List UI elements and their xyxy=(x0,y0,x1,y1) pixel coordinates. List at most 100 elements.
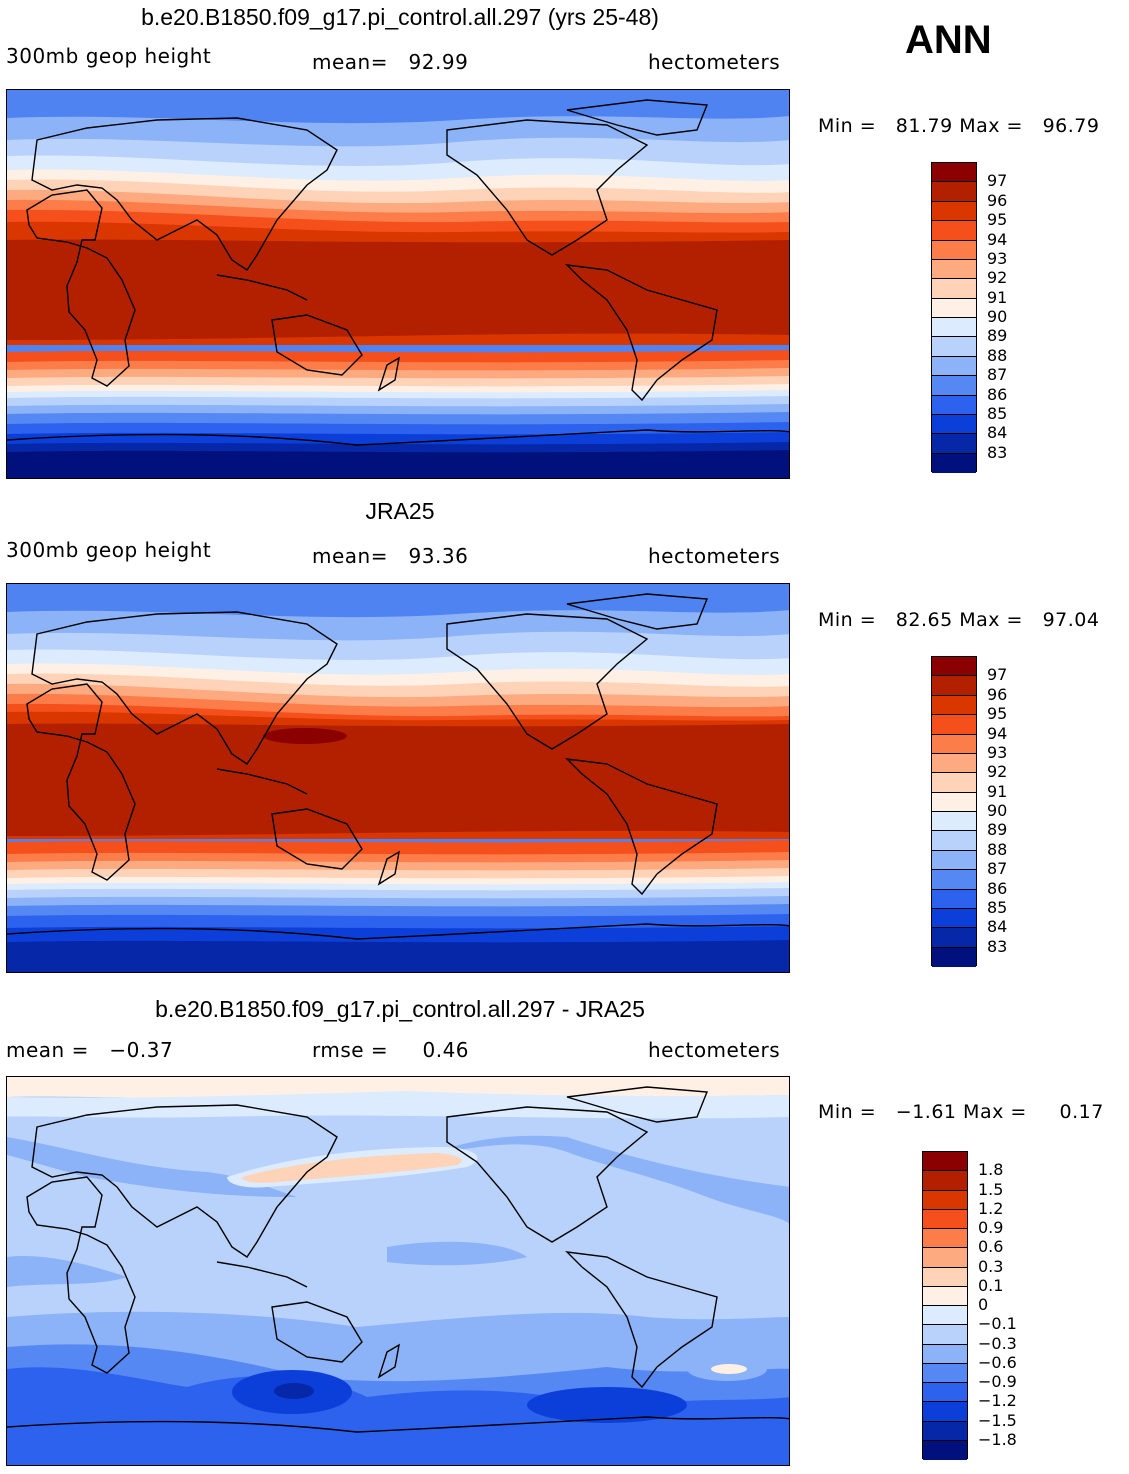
min-max-label: Min = −1.61 Max = 0.17 xyxy=(818,1101,1104,1123)
colorbar-swatch xyxy=(932,947,976,967)
mean-label: mean= 92.99 xyxy=(312,50,469,74)
colorbar-swatch xyxy=(923,1152,967,1172)
panel-title: b.e20.B1850.f09_g17.pi_control.all.297 -… xyxy=(155,996,645,1022)
colorbar-swatch xyxy=(932,279,976,299)
colorbar-tick-label: 0.1 xyxy=(978,1275,1004,1295)
colorbar-tick-label: 96 xyxy=(987,190,1008,210)
colorbar-swatch xyxy=(932,163,976,183)
colorbar-tick-label: 90 xyxy=(987,307,1008,326)
colorbar-swatch xyxy=(923,1190,967,1210)
colorbar-swatch xyxy=(932,928,976,948)
colorbar-swatch xyxy=(932,453,976,473)
colorbar-swatch xyxy=(932,259,976,280)
colorbar-tick-label: 83 xyxy=(987,442,1008,462)
colorbar-swatch xyxy=(923,1363,967,1383)
colorbar-swatch xyxy=(923,1421,967,1441)
colorbar-swatch xyxy=(932,792,976,812)
colorbar-tick-label: 0.9 xyxy=(978,1218,1004,1237)
colorbar-swatch xyxy=(923,1209,967,1229)
colorbar-swatch xyxy=(923,1325,967,1345)
colorbar-swatch xyxy=(932,434,976,454)
colorbar-swatch xyxy=(932,908,976,929)
mean-label: mean = −0.37 xyxy=(6,1038,174,1062)
colorbar-swatch xyxy=(923,1383,967,1403)
colorbar-tick-label: 91 xyxy=(987,781,1008,801)
colorbar-swatch xyxy=(923,1229,967,1249)
colorbar-swatch xyxy=(932,715,976,735)
colorbar-tick-label: 84 xyxy=(987,423,1008,443)
colorbar-tick-label: 87 xyxy=(987,859,1008,879)
colorbar-tick-label: 0 xyxy=(978,1295,989,1314)
panel-title: JRA25 xyxy=(365,498,435,524)
colorbar-tick-label: 95 xyxy=(987,704,1008,724)
colorbar-swatch xyxy=(932,318,976,338)
colorbar-tick-label: 84 xyxy=(987,917,1008,937)
colorbar-swatch xyxy=(923,1306,967,1326)
colorbar-tick-label: 0.6 xyxy=(978,1237,1004,1257)
colorbar-swatch xyxy=(923,1440,967,1460)
colorbar-tick-label: 1.8 xyxy=(978,1160,1004,1180)
colorbar-tick-label: 1.5 xyxy=(978,1179,1004,1199)
colorbar-swatch xyxy=(923,1344,967,1364)
colorbar-tick-label: 97 xyxy=(987,665,1008,685)
colorbar-swatch xyxy=(932,870,976,890)
colorbar-tick-label: 85 xyxy=(987,403,1008,423)
panel-difference: b.e20.B1850.f09_g17.pi_control.all.297 -… xyxy=(0,988,1129,1474)
colorbar-tick-label: −0.3 xyxy=(978,1333,1017,1353)
colorbar-tick-label: −1.8 xyxy=(978,1429,1017,1449)
colorbar-swatch xyxy=(923,1286,967,1306)
panel-reference: JRA25 300mb geop height mean= 93.36 hect… xyxy=(0,494,1129,984)
colorbar-swatch xyxy=(932,831,976,851)
map-reference xyxy=(6,583,790,973)
variable-label: 300mb geop height xyxy=(6,538,212,562)
colorbar-swatch xyxy=(932,812,976,832)
colorbar-swatch xyxy=(932,201,976,222)
colorbar-tick-label: 89 xyxy=(987,820,1008,840)
min-max-label: Min = 81.79 Max = 96.79 xyxy=(818,115,1100,137)
colorbar-swatch xyxy=(932,734,976,754)
colorbar-swatch xyxy=(932,773,976,793)
colorbar xyxy=(931,162,977,473)
colorbar-tick-label: 89 xyxy=(987,326,1008,346)
panel-title: b.e20.B1850.f09_g17.pi_control.all.297 (… xyxy=(141,4,659,30)
season-label: ANN xyxy=(905,18,992,62)
colorbar-tick-label: 0.3 xyxy=(978,1256,1004,1276)
colorbar-tick-label: 92 xyxy=(987,268,1008,288)
colorbar-swatch xyxy=(932,298,976,318)
colorbar-tick-label: −0.6 xyxy=(978,1352,1017,1372)
contour-map xyxy=(7,1077,789,1465)
colorbar-tick-label: 91 xyxy=(987,287,1008,307)
colorbar-tick-label: −1.2 xyxy=(978,1391,1017,1411)
colorbar-swatch xyxy=(932,414,976,435)
colorbar-swatch xyxy=(932,240,976,260)
colorbar-tick-label: 93 xyxy=(987,742,1008,762)
contour-map xyxy=(7,584,789,972)
units-label: hectometers xyxy=(648,50,781,74)
colorbar-swatch xyxy=(923,1171,967,1191)
colorbar-tick-label: 1.2 xyxy=(978,1198,1004,1218)
colorbar-swatch xyxy=(932,889,976,909)
colorbar-tick-label: 93 xyxy=(987,248,1008,268)
contour-map xyxy=(7,90,789,478)
colorbar-swatch xyxy=(932,356,976,377)
colorbar-tick-label: 96 xyxy=(987,684,1008,704)
colorbar-swatch xyxy=(932,221,976,241)
colorbar-tick-label: 86 xyxy=(987,384,1008,404)
panel-model: b.e20.B1850.f09_g17.pi_control.all.297 (… xyxy=(0,0,1129,490)
colorbar-swatch xyxy=(932,850,976,871)
colorbar-swatch xyxy=(932,182,976,202)
colorbar-tick-label: 88 xyxy=(987,839,1008,859)
colorbar-tick-label: −0.1 xyxy=(978,1314,1017,1334)
colorbar-tick-label: 88 xyxy=(987,345,1008,365)
colorbar-tick-label: 90 xyxy=(987,801,1008,820)
colorbar-tick-label: 94 xyxy=(987,723,1008,743)
colorbar-tick-label: 97 xyxy=(987,171,1008,191)
colorbar-tick-label: −1.5 xyxy=(978,1410,1017,1430)
mean-label: mean= 93.36 xyxy=(312,544,469,568)
colorbar-tick-label: 92 xyxy=(987,762,1008,782)
colorbar-swatch xyxy=(932,753,976,774)
colorbar-swatch xyxy=(932,657,976,677)
variable-label: 300mb geop height xyxy=(6,44,212,68)
colorbar-swatch xyxy=(932,676,976,696)
colorbar-swatch xyxy=(932,337,976,357)
